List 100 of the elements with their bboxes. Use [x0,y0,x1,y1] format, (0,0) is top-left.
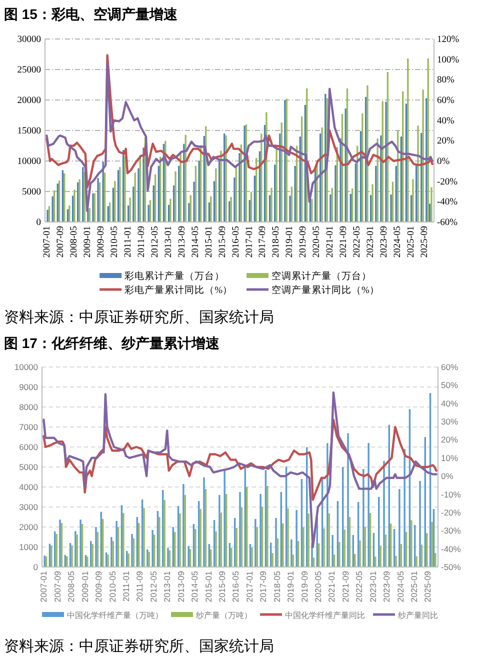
legend-label: 纱产量同比 [398,611,438,620]
chart-title: 图 17：化纤纤维、纱产量累计增速 [4,335,220,351]
x-tick-label: 2009-09 [96,226,107,258]
x-tick-label: 2023-01 [366,226,376,258]
x-tick-label: 2020-05 [312,226,322,258]
x-tick-label: 2015-01 [203,570,214,602]
y-tick-label: 0 [36,218,42,228]
x-tick-label: 2019-09 [298,226,309,258]
x-tick-label: 2020-05 [313,570,323,602]
y-tick-label: 5000 [22,188,42,198]
y-tick-label: 6000 [19,442,38,452]
x-tick-label: 2012-05 [150,226,160,258]
x-tick-label: 2009-01 [80,570,90,602]
x-tick-label: 2018-05 [272,226,282,258]
y-tick-label: 1000 [19,542,38,552]
x-tick-label: 2015-09 [218,226,228,258]
y-tick-label: 8000 [19,402,38,412]
y2-tick-label: 30% [441,416,458,427]
x-tick-label: 2025-01 [409,570,419,602]
x-tick-label: 2011-01 [121,570,131,602]
x-tick-label: 2023-09 [382,570,392,602]
x-tick-label: 2016-05 [231,226,242,258]
y2-tick-label: 10% [441,452,458,463]
x-tick-label: 2017-01 [244,226,255,258]
x-tick-label: 2025-09 [420,226,430,258]
x-tick-label: 2025-09 [422,570,433,602]
y-tick-label: 0 [33,562,38,572]
legend-label: 纱产量（万吨） [196,611,252,620]
y-tick-label: 10000 [14,362,38,372]
x-tick-label: 2019-09 [299,570,310,602]
y2-tick-label: 60% [441,362,458,372]
x-tick-label: 2013-09 [176,570,186,602]
x-tick-label: 2022-05 [354,570,364,602]
y2-tick-label: 60% [437,96,454,106]
x-tick-label: 2024-05 [392,226,403,258]
y2-tick-label: 20% [441,434,458,445]
y2-tick-label: -50% [441,562,462,572]
y-tick-label: 7000 [19,422,38,432]
x-tick-label: 2023-09 [379,226,390,258]
x-tick-label: 2017-01 [244,570,254,602]
y-tick-label: 9000 [19,382,38,392]
x-tick-label: 2009-09 [94,570,104,602]
y-tick-label: 30000 [17,35,42,45]
y-tick-label: 25000 [17,66,42,76]
y-tick-label: 3000 [19,502,38,512]
x-tick-label: 2015-01 [204,226,214,258]
y-tick-label: 4000 [19,482,38,492]
x-tick-label: 2017-09 [258,570,268,602]
chart-title: 图 15：彩电、空调产量增速 [4,6,178,22]
y2-tick-label: 40% [441,398,458,408]
x-tick-label: 2016-05 [230,570,241,602]
x-tick-label: 2015-09 [217,570,227,602]
x-tick-label: 2008-05 [70,226,80,258]
x-tick-label: 2021-09 [340,570,350,602]
y2-tick-label: -60% [437,218,458,228]
x-tick-label: 2008-05 [66,570,76,602]
y2-tick-label: 20% [437,136,454,147]
x-tick-label: 2010-05 [107,570,118,602]
line-series [42,418,438,501]
y2-tick-label: 120% [437,35,460,45]
x-tick-label: 2021-01 [326,226,336,258]
x-tick-label: 2013-01 [164,226,174,258]
y2-tick-label: 50% [441,380,458,390]
legend-label: 中国化学纤维产量（万吨） [67,611,163,620]
x-tick-label: 2021-09 [339,226,350,258]
x-tick-label: 2007-01 [38,570,49,602]
x-tick-label: 2013-01 [162,570,172,602]
x-tick-label: 2011-09 [134,570,145,602]
x-tick-label: 2021-01 [326,570,337,602]
x-tick-label: 2024-05 [395,570,406,602]
y2-tick-label: 0% [441,471,454,482]
legend-label: 中国化学纤维产量同比 [285,611,365,620]
y2-tick-label: -30% [441,526,462,536]
x-tick-label: 2025-01 [406,226,416,258]
y2-tick-label: -20% [437,177,458,188]
x-tick-label: 2011-01 [124,226,134,258]
y-tick-label: 2000 [19,522,38,532]
legend-label: 空调产量累计同比（%） [272,284,380,296]
legend-label: 空调累计产量（万台） [272,270,372,282]
x-tick-label: 2007-09 [56,226,66,258]
x-tick-label: 2017-09 [258,226,268,258]
x-tick-label: 2019-01 [286,570,296,602]
legend-label: 彩电累计产量（万台） [124,270,225,282]
y2-tick-label: -40% [441,544,462,554]
y2-tick-label: 40% [437,116,454,126]
y-tick-label: 15000 [17,126,42,136]
y-tick-label: 10000 [17,157,42,167]
text: 资料来源：中原证券研究所、国家统计局 [4,309,274,326]
legend-label: 彩电产量累计同比（%） [124,284,232,296]
x-tick-label: 2012-05 [148,570,158,602]
x-tick-label: 2009-01 [83,226,94,258]
y2-tick-label: 0% [437,157,450,167]
line-series [42,391,438,548]
x-tick-label: 2019-01 [285,226,296,258]
line-series [46,62,434,212]
x-tick-label: 2018-05 [272,570,282,602]
x-tick-label: 2013-09 [177,226,188,258]
x-tick-label: 2022-05 [352,226,363,258]
x-tick-label: 2011-09 [136,226,147,258]
y-tick-label: 20000 [17,96,42,106]
